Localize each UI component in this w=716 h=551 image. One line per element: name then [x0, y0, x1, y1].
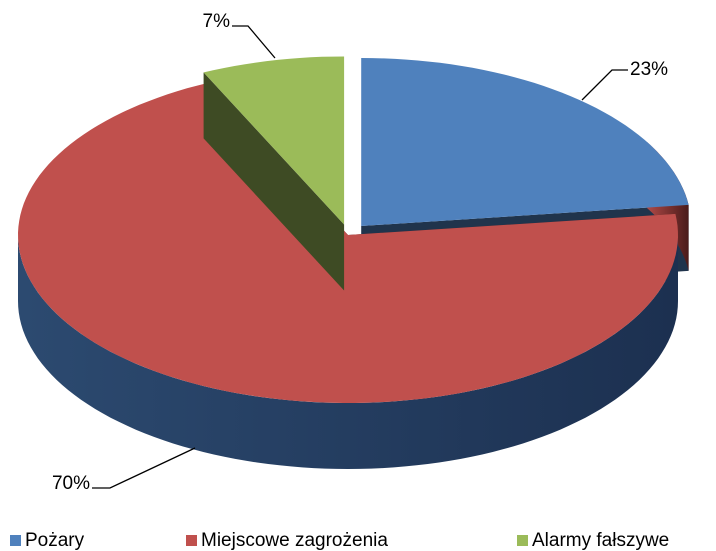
legend-label: Miejscowe zagrożenia [201, 530, 388, 551]
legend-swatch [186, 535, 197, 546]
slice [203, 56, 345, 225]
legend-label: Alarmy fałszywe [532, 530, 669, 551]
slice-side [18, 235, 678, 469]
data-label: 23% [630, 59, 668, 80]
pie [18, 56, 689, 469]
leader-line [581, 69, 628, 101]
data-label: 7% [203, 11, 231, 32]
leader-line [232, 25, 276, 59]
legend-swatch [517, 535, 528, 546]
slice [18, 83, 678, 403]
legend-label: Pożary [25, 530, 85, 551]
leader-line [92, 447, 196, 489]
legend-swatch [10, 535, 21, 546]
slice [361, 58, 689, 226]
data-labels: 23% 70% 7% [52, 11, 668, 494]
slice-cut-face [203, 72, 345, 291]
legend: Pożary Miejscowe zagrożenia Alarmy fałszyw… [10, 530, 669, 551]
data-label: 70% [52, 473, 90, 494]
